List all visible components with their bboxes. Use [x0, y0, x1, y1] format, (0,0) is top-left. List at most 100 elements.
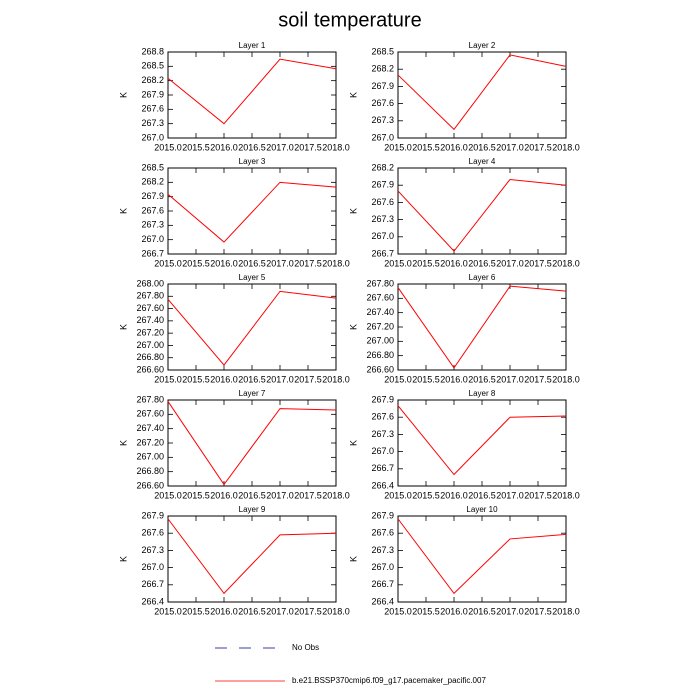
x-tick-label: 2017.5 — [524, 142, 552, 152]
y-tick-label: 266.4 — [371, 480, 394, 490]
y-tick-label: 267.0 — [141, 234, 164, 244]
subplot-title: Layer 9 — [239, 505, 266, 514]
x-tick-label: 2015.0 — [154, 606, 182, 616]
y-tick-label: 266.4 — [141, 596, 164, 606]
y-tick-label: 267.40 — [366, 307, 394, 317]
plot-frame — [167, 167, 337, 255]
x-tick-label: 2017.0 — [266, 374, 294, 384]
data-line — [167, 401, 337, 486]
y-tick-label: 267.40 — [136, 315, 164, 325]
x-tick-label: 2015.0 — [154, 490, 182, 500]
subplot-title: Layer 8 — [469, 389, 496, 398]
y-axis-label: K — [348, 556, 358, 562]
legend-label: b.e21.BSSP370cmip6.f09_g17.pacemaker_pac… — [292, 676, 486, 685]
y-tick-label: 267.20 — [136, 328, 164, 338]
x-tick-label: 2015.5 — [412, 258, 440, 268]
y-tick-label: 268.5 — [371, 46, 394, 56]
x-tick-label: 2017.5 — [524, 258, 552, 268]
y-tick-label: 267.0 — [371, 132, 394, 142]
y-tick-label: 267.9 — [371, 510, 394, 520]
plot-frame — [397, 515, 567, 603]
subplot-title: Layer 10 — [466, 505, 498, 514]
y-tick-label: 267.6 — [141, 528, 164, 538]
y-tick-label: 267.3 — [371, 429, 394, 439]
y-tick-label: 266.7 — [371, 463, 394, 473]
x-tick-label: 2016.0 — [210, 606, 238, 616]
x-tick-label: 2017.5 — [524, 606, 552, 616]
y-tick-label: 267.6 — [371, 412, 394, 422]
x-tick-label: 2016.0 — [440, 374, 468, 384]
y-tick-label: 267.9 — [141, 191, 164, 201]
y-tick-label: 267.3 — [141, 118, 164, 128]
y-tick-label: 267.20 — [136, 437, 164, 447]
x-tick-label: 2018.0 — [552, 142, 580, 152]
y-tick-label: 266.80 — [136, 352, 164, 362]
legend-label: No Obs — [292, 643, 319, 652]
y-tick-label: 267.80 — [136, 394, 164, 404]
data-line — [397, 178, 567, 252]
y-axis-label: K — [118, 92, 128, 98]
y-tick-label: 267.9 — [371, 180, 394, 190]
x-tick-label: 2016.5 — [238, 490, 266, 500]
y-tick-label: 268.2 — [141, 177, 164, 187]
y-axis-label: K — [348, 92, 358, 98]
subplot-title: Layer 2 — [469, 41, 496, 50]
y-tick-label: 266.60 — [366, 364, 394, 374]
y-tick-label: 266.7 — [141, 579, 164, 589]
y-tick-label: 267.60 — [136, 303, 164, 313]
x-tick-label: 2017.5 — [294, 374, 322, 384]
x-tick-label: 2015.0 — [154, 258, 182, 268]
x-tick-label: 2015.0 — [384, 374, 412, 384]
y-axis-label: K — [118, 556, 128, 562]
x-tick-label: 2018.0 — [322, 606, 350, 616]
plot-frame — [167, 399, 337, 487]
x-tick-label: 2017.5 — [294, 258, 322, 268]
y-tick-label: 268.5 — [141, 162, 164, 172]
y-tick-label: 267.3 — [141, 545, 164, 555]
plot-frame — [397, 167, 567, 255]
x-tick-label: 2016.0 — [440, 142, 468, 152]
x-tick-label: 2016.5 — [468, 490, 496, 500]
x-tick-label: 2016.5 — [468, 374, 496, 384]
y-axis-label: K — [348, 440, 358, 446]
subplot-title: Layer 4 — [469, 157, 496, 166]
subplot-title: Layer 7 — [239, 389, 266, 398]
y-tick-label: 267.00 — [366, 336, 394, 346]
x-tick-label: 2015.5 — [182, 374, 210, 384]
y-tick-label: 268.5 — [141, 61, 164, 71]
plot-frame — [397, 399, 567, 487]
data-line — [167, 181, 337, 243]
x-tick-label: 2017.0 — [496, 142, 524, 152]
x-tick-label: 2017.0 — [266, 258, 294, 268]
data-line — [397, 518, 567, 595]
x-tick-label: 2017.0 — [496, 606, 524, 616]
x-tick-label: 2018.0 — [322, 258, 350, 268]
plot-frame — [167, 283, 337, 371]
y-tick-label: 267.6 — [141, 104, 164, 114]
y-tick-label: 266.4 — [371, 596, 394, 606]
subplot-title: Layer 5 — [239, 273, 266, 282]
x-tick-label: 2018.0 — [552, 258, 580, 268]
x-tick-label: 2016.5 — [468, 606, 496, 616]
x-tick-label: 2015.5 — [182, 258, 210, 268]
y-tick-label: 267.9 — [371, 81, 394, 91]
x-tick-label: 2016.0 — [210, 374, 238, 384]
data-line — [167, 290, 337, 366]
x-tick-label: 2018.0 — [552, 490, 580, 500]
x-tick-label: 2015.5 — [182, 142, 210, 152]
y-tick-label: 267.3 — [371, 214, 394, 224]
y-tick-label: 267.20 — [366, 321, 394, 331]
data-line — [397, 54, 567, 131]
y-tick-label: 266.80 — [136, 466, 164, 476]
y-tick-label: 267.00 — [136, 340, 164, 350]
y-tick-label: 267.6 — [141, 205, 164, 215]
y-tick-label: 267.6 — [371, 197, 394, 207]
y-tick-label: 266.7 — [371, 579, 394, 589]
x-tick-label: 2016.0 — [210, 142, 238, 152]
y-tick-label: 267.6 — [371, 528, 394, 538]
y-tick-label: 267.0 — [371, 231, 394, 241]
y-tick-label: 267.80 — [136, 291, 164, 301]
y-axis-label: K — [118, 208, 128, 214]
x-tick-label: 2015.5 — [182, 490, 210, 500]
